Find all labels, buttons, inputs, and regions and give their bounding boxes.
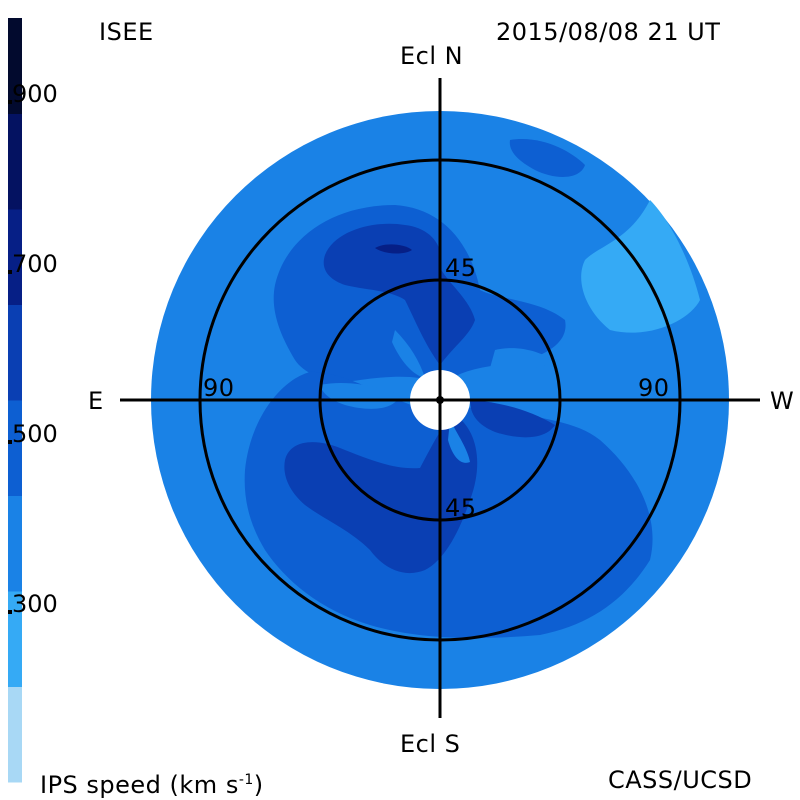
ring-45-label-south: 45 (445, 494, 477, 522)
datetime-label: 2015/08/08 21 UT (496, 18, 721, 46)
colorbar-segment-500-600 (8, 400, 22, 496)
faster-wind-region (323, 223, 475, 365)
credit-label: CASS/UCSD (608, 766, 753, 794)
speed-contours (244, 139, 700, 638)
ecliptic-north-label: Ecl N (400, 42, 464, 70)
colorbar-segment-800-900 (8, 113, 22, 210)
colorbar-tick-700: 700 (8, 250, 58, 278)
colorbar-segment-300-400 (8, 591, 22, 687)
quantity-label-close: ) (253, 771, 264, 799)
colorbar-segment-400-500 (8, 495, 22, 592)
quantity-label-text: IPS speed (km s (40, 771, 239, 799)
colorbar (8, 18, 22, 783)
ring-90-label-west: 90 (638, 374, 670, 402)
colorbar-tick-500: 500 (8, 420, 58, 448)
colorbar-segment-700-800 (8, 209, 22, 305)
ring-90-label-east: 90 (203, 374, 235, 402)
agency-label: ISEE (99, 18, 154, 46)
quantity-label-exponent: -1 (238, 772, 254, 788)
colorbar-segment-200-300 (8, 686, 22, 783)
fastest-wind-region (375, 244, 412, 254)
background-wind-region (320, 383, 400, 409)
fast-wind-region (509, 139, 585, 177)
background-wind-region (490, 348, 555, 370)
sun-center-dot (436, 396, 444, 404)
background-wind-region (448, 420, 470, 463)
colorbar-segment-600-700 (8, 304, 22, 401)
ring-45-label-north: 45 (445, 254, 477, 282)
quantity-label: IPS speed (km s-1) (40, 766, 264, 799)
colorbar-segment-900-1000 (8, 18, 22, 114)
ecliptic-south-label: Ecl S (400, 730, 461, 758)
west-label: W (770, 387, 795, 415)
faster-wind-region (470, 400, 555, 438)
east-label: E (88, 387, 104, 415)
colorbar-tick-900: 900 (8, 80, 58, 108)
colorbar-tick-300: 300 (8, 590, 58, 618)
background-wind-region (392, 330, 425, 378)
